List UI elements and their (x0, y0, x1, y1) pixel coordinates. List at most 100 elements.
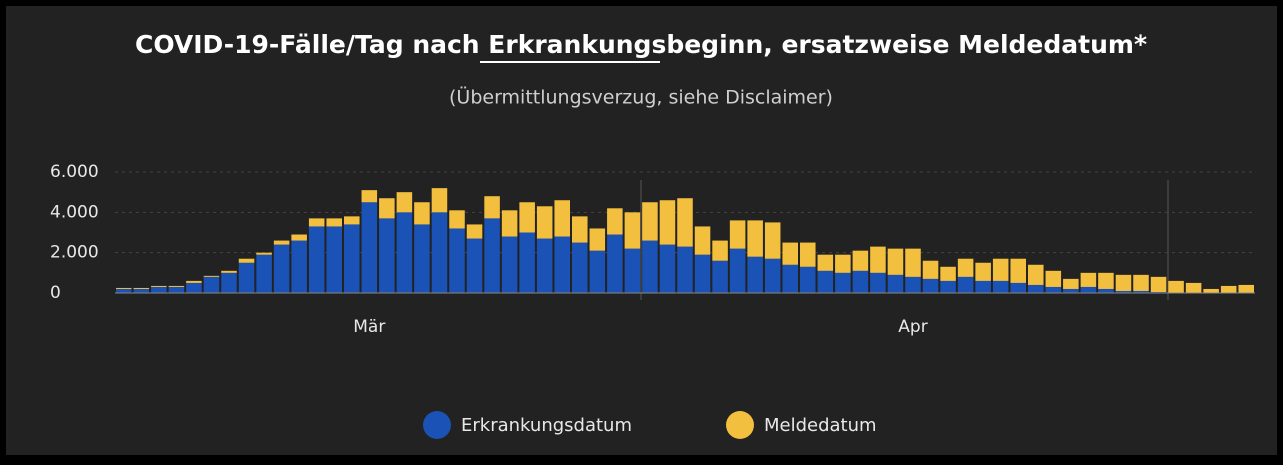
bar-segment (572, 242, 588, 293)
y-tick-label: 4.000 (50, 202, 99, 222)
bar-segment (291, 234, 307, 241)
bar-segment (975, 280, 991, 293)
bar-segment (852, 250, 869, 271)
bar-segment (817, 254, 834, 271)
y-tick-label: 6.000 (50, 162, 99, 182)
bar-segment (256, 254, 272, 293)
bar-segment (659, 200, 676, 245)
bar-segment (414, 202, 430, 225)
bar-segment (554, 236, 570, 293)
bar-segment (554, 200, 570, 237)
bar-segment (326, 218, 342, 227)
bar-segment (1063, 288, 1079, 293)
bar-segment (116, 287, 132, 289)
bar-segment (308, 226, 325, 293)
y-tick-label: 2.000 (50, 243, 99, 263)
bar-segment (396, 212, 413, 293)
bar-segment (677, 246, 693, 293)
bar-segment (589, 250, 606, 293)
bar-segment (607, 208, 623, 235)
bar-segment (326, 226, 342, 293)
bar-segment (519, 202, 535, 233)
bar-segment (659, 244, 676, 293)
bar-segment (1028, 284, 1044, 293)
bar-segment (238, 262, 255, 293)
bar-segment (203, 276, 220, 293)
bar-segment (431, 188, 448, 213)
bar-segment (256, 252, 272, 255)
bar-segment (1133, 274, 1149, 291)
bar-segment (1010, 282, 1026, 293)
bar-segment (273, 240, 290, 245)
bar-segment (221, 270, 237, 273)
bar-segment (642, 202, 658, 241)
bar-segment (922, 260, 939, 279)
bar-segment (800, 266, 816, 293)
bar-segment (677, 198, 693, 247)
bar-segment (852, 270, 869, 293)
bar-segment (800, 242, 816, 267)
bar-segment (414, 224, 430, 293)
bar-segment (133, 287, 150, 289)
bar-segment (168, 286, 185, 293)
legend-label: Meldedatum (764, 415, 877, 436)
bar-segment (1115, 274, 1132, 291)
bar-segment (905, 276, 921, 293)
bar-segment (1150, 276, 1167, 292)
bar-segment (870, 246, 886, 273)
bar-segment (519, 232, 535, 293)
bar-segment (992, 280, 1009, 293)
bar-segment (694, 254, 711, 293)
bar-segment (975, 262, 991, 281)
bar-segment (1220, 285, 1237, 293)
bar-segment (624, 248, 641, 293)
bar-segment (1063, 278, 1079, 289)
bar-segment (782, 264, 798, 293)
bar-segment (168, 285, 185, 287)
bar-segment (431, 212, 448, 293)
bar-segment (817, 270, 834, 293)
x-tick-label: Apr (898, 317, 927, 337)
bar-segment (747, 220, 763, 257)
x-tick-label: Mär (353, 317, 385, 337)
bar-segment (764, 222, 781, 259)
bar-segment (764, 258, 781, 293)
bar-segment (186, 282, 202, 293)
bar-segment (607, 234, 623, 293)
bar-segment (835, 272, 851, 293)
bar-segment (308, 218, 325, 227)
y-tick-label: 0 (50, 283, 61, 303)
bar-segment (1150, 291, 1167, 293)
bar-segment (291, 240, 307, 293)
bar-segment (887, 248, 904, 275)
bar-segment (782, 242, 798, 265)
bar-segment (133, 288, 150, 293)
bar-segment (151, 285, 167, 287)
chart-subtitle: (Übermittlungsverzug, siehe Disclaimer) (449, 86, 833, 109)
legend-label: Erkrankungsdatum (461, 415, 632, 436)
bar-segment (1028, 264, 1044, 285)
bar-segment (589, 228, 606, 251)
bar-segment (151, 286, 167, 293)
bar-segment (992, 258, 1009, 281)
bar-segment (361, 190, 378, 203)
bar-segment (712, 240, 728, 261)
bar-segment (887, 274, 904, 293)
bar-segment (957, 258, 974, 277)
bar-segment (273, 244, 290, 293)
bar-segment (1185, 282, 1202, 293)
bar-segment (484, 218, 500, 293)
bar-segment (1080, 272, 1097, 287)
legend-swatch (726, 411, 754, 439)
chart-title: COVID-19-Fälle/Tag nach Erkrankungsbegin… (135, 30, 1147, 59)
bar-segment (1133, 290, 1149, 293)
bar-segment (379, 218, 395, 293)
bar-segment (501, 210, 518, 237)
bar-segment (1238, 284, 1254, 293)
bar-segment (729, 248, 746, 293)
bar-segment (379, 198, 395, 219)
bar-segment (957, 276, 974, 293)
bar-segment (344, 216, 360, 225)
bar-segment (940, 266, 956, 281)
